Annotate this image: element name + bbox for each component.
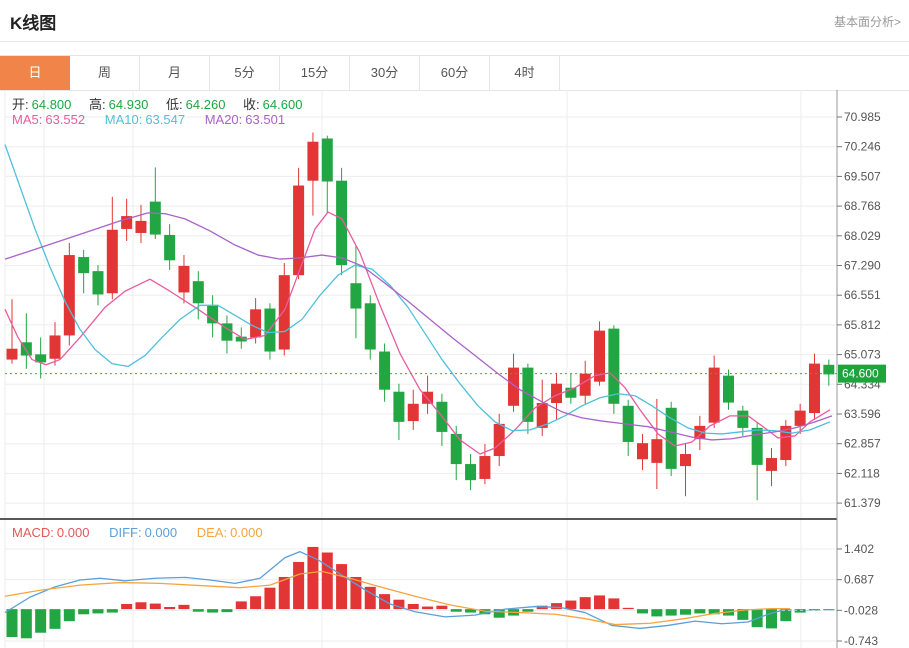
ma20-value: 63.501 [245, 112, 286, 127]
svg-text:63.596: 63.596 [844, 407, 881, 421]
fundamental-analysis-link[interactable]: 基本面分析> [833, 15, 901, 29]
high-value: 64.930 [108, 97, 149, 112]
page-title: K线图 [10, 14, 57, 33]
ma5-value: 63.552 [45, 112, 86, 127]
svg-text:64.600: 64.600 [842, 367, 879, 381]
header-divider [0, 41, 909, 42]
tab-period-5[interactable]: 15分 [280, 56, 350, 90]
svg-text:61.379: 61.379 [844, 496, 881, 510]
svg-text:-0.028: -0.028 [844, 603, 878, 617]
svg-text:65.073: 65.073 [844, 348, 881, 362]
diff-value: 0.000 [144, 525, 178, 540]
current-price-badge: 64.600 [838, 364, 886, 383]
diff-line [4, 551, 783, 630]
svg-text:70.985: 70.985 [844, 110, 881, 124]
dea-label: DEA: [196, 525, 228, 540]
ma5-label: MA5: [12, 112, 43, 127]
svg-text:68.768: 68.768 [844, 199, 881, 213]
low-value: 64.260 [185, 97, 226, 112]
svg-text:70.246: 70.246 [844, 140, 881, 154]
low-label: 低: [166, 97, 183, 112]
tab-period-7[interactable]: 60分 [420, 56, 490, 90]
ma-legend: MA5: 63.552 MA10: 63.547 MA20: 63.501 [12, 112, 288, 127]
ma20-line [4, 212, 833, 441]
macd-legend: MACD: 0.000 DIFF: 0.000 DEA: 0.000 [12, 525, 266, 540]
svg-text:66.551: 66.551 [844, 288, 881, 302]
macd-value: 0.000 [56, 525, 90, 540]
macd-label: MACD: [12, 525, 54, 540]
diff-label: DIFF: [109, 525, 142, 540]
ma10-label: MA10: [104, 112, 143, 127]
ma5-line [4, 211, 831, 455]
tab-period-4[interactable]: 5分 [210, 56, 280, 90]
open-label: 开: [12, 97, 29, 112]
dea-line [4, 570, 790, 626]
dea-value: 0.000 [230, 525, 263, 540]
ma10-value: 63.547 [145, 112, 186, 127]
tab-period-2[interactable]: 周 [70, 56, 140, 90]
svg-text:68.029: 68.029 [844, 229, 881, 243]
ma10-line [4, 144, 831, 435]
svg-text:65.812: 65.812 [844, 318, 881, 332]
close-label: 收: [243, 97, 260, 112]
ma20-label: MA20: [204, 112, 243, 127]
svg-text:0.687: 0.687 [844, 573, 874, 587]
svg-text:62.857: 62.857 [844, 437, 881, 451]
tab-period-8[interactable]: 4时 [490, 56, 560, 90]
svg-text:67.290: 67.290 [844, 259, 881, 273]
ohlc-legend: 开: 64.800 高: 64.930 低: 64.260 收: 64.600 [12, 94, 316, 113]
open-value: 64.800 [31, 97, 72, 112]
close-value: 64.600 [262, 97, 303, 112]
svg-text:1.402: 1.402 [844, 542, 874, 556]
candles-group [6, 132, 835, 501]
period-tab-bar: 日周月 5分 15分 30分 60分 4时 [0, 55, 909, 91]
tab-period-3[interactable]: 月 [140, 56, 210, 90]
tab-period-6[interactable]: 30分 [350, 56, 420, 90]
svg-text:69.507: 69.507 [844, 169, 881, 183]
svg-text:-0.743: -0.743 [844, 634, 878, 648]
macd-histogram [6, 546, 835, 639]
tab-period-1[interactable]: 日 [0, 56, 70, 90]
high-label: 高: [89, 97, 106, 112]
svg-text:62.118: 62.118 [844, 466, 880, 480]
